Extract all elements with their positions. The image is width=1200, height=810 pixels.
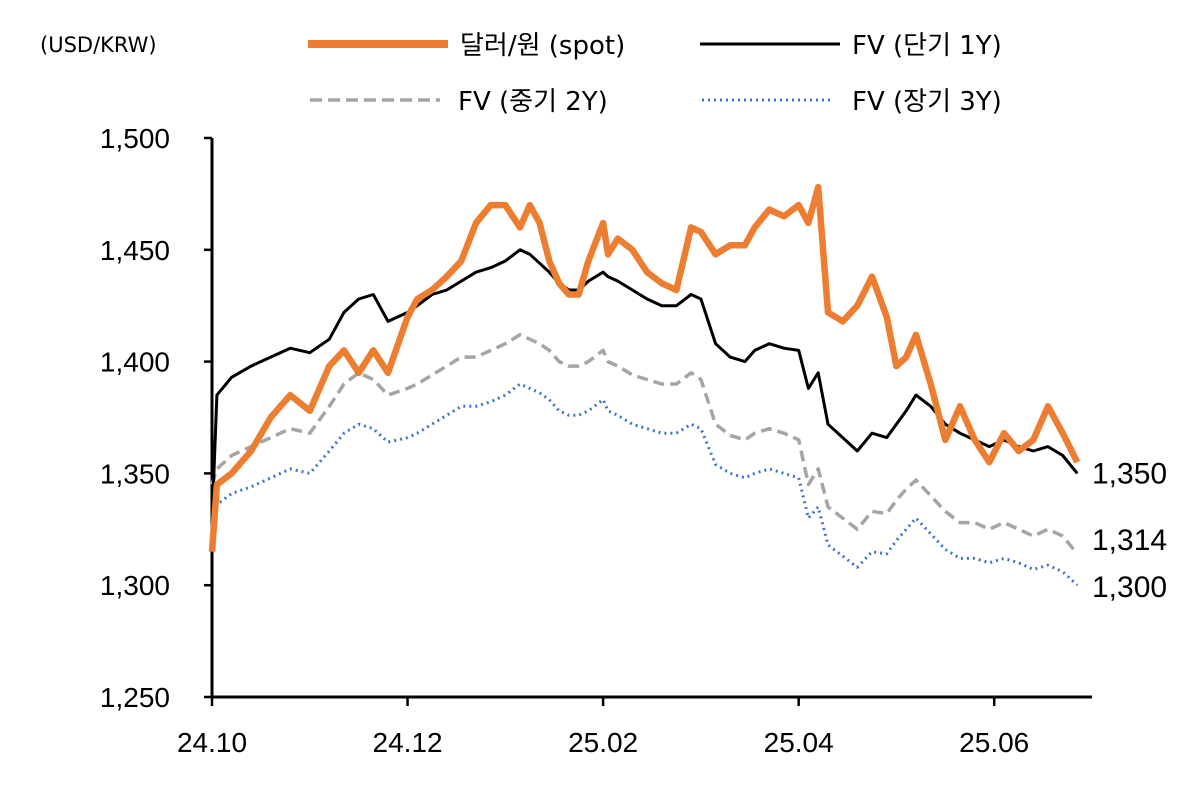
end-value-label: 1,300 — [1092, 571, 1167, 604]
x-tick-label: 24.10 — [177, 727, 247, 758]
y-tick-label: 1,500 — [100, 123, 170, 154]
legend: 달러/원 (spot) FV (단기 1Y) FV (중기 2Y) FV (장기… — [308, 31, 1002, 117]
end-labels: 1,350 1,314 1,300 — [1092, 457, 1167, 604]
series-lines — [208, 183, 1081, 587]
x-tick-label: 25.06 — [959, 727, 1029, 758]
series-line-spot — [208, 183, 1081, 552]
legend-label-spot: 달러/원 (spot) — [460, 31, 625, 61]
x-tick-label: 25.02 — [568, 727, 638, 758]
legend-label-fv-1y: FV (단기 1Y) — [852, 31, 1002, 61]
end-value-label: 1,314 — [1092, 524, 1167, 557]
y-axis-labels: 1,500 1,450 1,400 1,350 1,300 1,250 — [100, 123, 170, 713]
y-tick-label: 1,300 — [100, 570, 170, 601]
y-tick-label: 1,450 — [100, 235, 170, 266]
series-line-fv-1y — [210, 248, 1079, 523]
legend-label-fv-3y: FV (장기 3Y) — [852, 87, 1002, 117]
x-tick-label: 24.12 — [373, 727, 443, 758]
series-line-fv-3y — [210, 382, 1079, 587]
y-tick-label: 1,350 — [100, 458, 170, 489]
end-value-label: 1,350 — [1092, 457, 1167, 490]
legend-label-fv-2y: FV (중기 2Y) — [458, 87, 608, 117]
y-tick-label: 1,400 — [100, 347, 170, 378]
x-axis-labels: 24.10 24.12 25.02 25.04 25.06 — [177, 727, 1029, 758]
y-tick-label: 1,250 — [100, 682, 170, 713]
unit-label: (USD/KRW) — [40, 33, 157, 57]
series-line-fv-2y — [210, 333, 1079, 556]
axes — [204, 136, 1092, 706]
x-tick-label: 25.04 — [764, 727, 834, 758]
